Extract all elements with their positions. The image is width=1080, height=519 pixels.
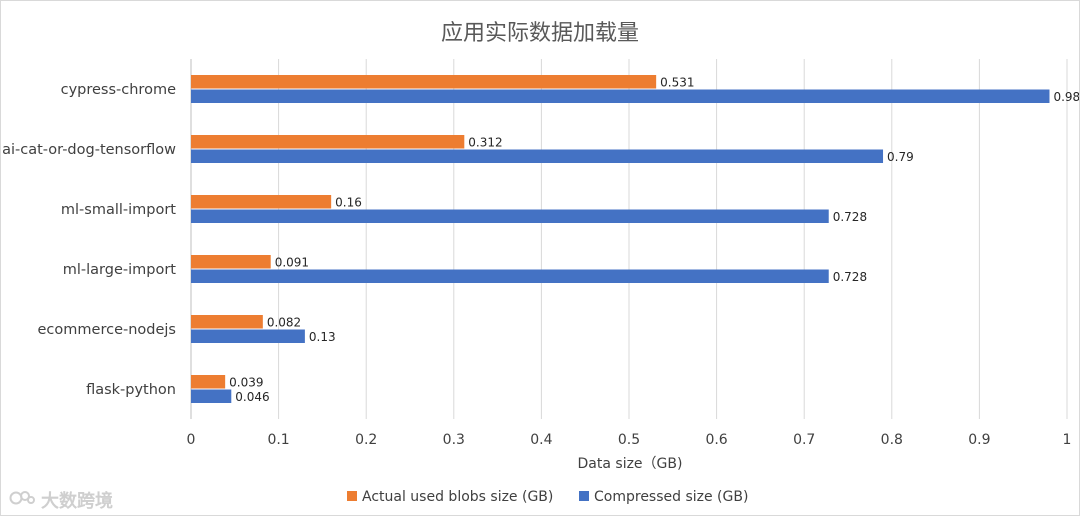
logo-icon — [9, 489, 35, 512]
axes: 0 0.1 0.2 0.3 0.4 0.5 0.6 0.7 0.8 0.9 1 cypress-chr… — [2, 59, 1071, 448]
x-tick-label: 0.8 — [881, 432, 903, 448]
legend-label: Compressed size (GB) — [594, 489, 748, 505]
data-label: 0.531 — [660, 75, 694, 89]
category-label: ecommerce-nodejs — [38, 322, 176, 338]
bar-compressed — [191, 89, 1050, 103]
category-label: ml-large-import — [63, 262, 177, 278]
data-label: 0.98 — [1053, 90, 1079, 104]
chart-title: 应用实际数据加载量 — [441, 21, 639, 46]
watermark-text: 大数跨境 — [41, 491, 113, 512]
legend-swatch — [579, 491, 589, 501]
bar-compressed — [191, 149, 884, 163]
legend-swatch — [347, 491, 357, 501]
data-label: 0.082 — [267, 315, 301, 329]
data-label: 0.728 — [833, 210, 867, 224]
data-label: 0.091 — [275, 255, 309, 269]
legend-label: Actual used blobs size (GB) — [362, 489, 553, 505]
x-tick-label: 1 — [1063, 432, 1072, 448]
data-labels: 0.531 0.98 0.312 0.79 0.16 0.728 0.091 0.728 0.0… — [229, 75, 1080, 404]
category-label: cypress-chrome — [61, 82, 176, 98]
x-tick-label: 0.4 — [530, 432, 552, 448]
bar-actual-used — [191, 375, 226, 389]
watermark: 大数跨境 — [9, 487, 113, 513]
data-label: 0.79 — [887, 150, 914, 164]
bar-actual-used — [191, 195, 332, 209]
x-tick-label: 0.3 — [443, 432, 465, 448]
bars — [191, 75, 1050, 403]
x-tick-label: 0.2 — [355, 432, 377, 448]
x-tick-label: 0.9 — [968, 432, 990, 448]
data-label: 0.728 — [833, 270, 867, 284]
x-tick-label: 0.7 — [793, 432, 815, 448]
x-tick-label: 0.6 — [705, 432, 727, 448]
data-label: 0.16 — [335, 195, 362, 209]
legend: Actual used blobs size (GB) Compressed si… — [347, 489, 748, 505]
x-axis-title: Data size（GB) — [578, 456, 683, 472]
category-label: ml-small-import — [61, 202, 176, 218]
bar-actual-used — [191, 315, 263, 329]
x-tick-label: 0.1 — [267, 432, 289, 448]
category-label: flask-python — [86, 382, 176, 398]
bar-compressed — [191, 329, 305, 343]
bar-compressed — [191, 209, 829, 223]
x-tick-label: 0.5 — [618, 432, 640, 448]
data-label: 0.312 — [468, 135, 502, 149]
bar-compressed — [191, 269, 829, 283]
bar-actual-used — [191, 75, 657, 89]
x-tick-label: 0 — [187, 432, 196, 448]
data-label: 0.13 — [309, 330, 336, 344]
bar-actual-used — [191, 135, 465, 149]
bar-actual-used — [191, 255, 271, 269]
bar-compressed — [191, 389, 232, 403]
data-label: 0.039 — [229, 375, 263, 389]
gridlines — [190, 59, 1068, 419]
data-label: 0.046 — [235, 390, 269, 404]
category-label: ai-cat-or-dog-tensorflow — [2, 142, 176, 158]
